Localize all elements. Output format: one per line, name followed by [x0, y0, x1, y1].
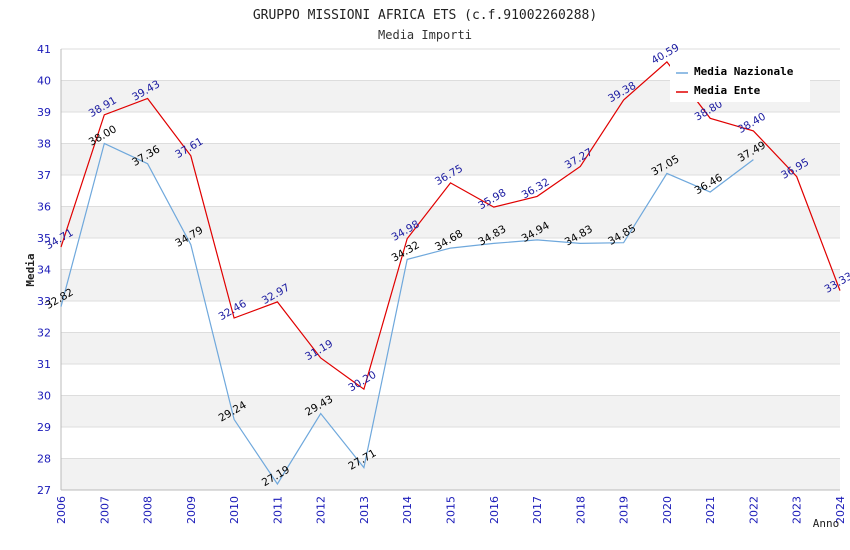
x-tick-label: 2009: [185, 496, 198, 524]
plot-band: [61, 143, 840, 175]
y-tick-label: 33: [37, 295, 51, 308]
gridlines: [60, 48, 840, 491]
x-tick-label: 2024: [834, 496, 847, 524]
x-tick-label: 2017: [531, 496, 544, 524]
y-tick-label: 39: [37, 106, 51, 119]
y-axis-label: Media: [24, 253, 37, 286]
x-tick-label: 2011: [271, 496, 284, 524]
series-line-media-ente: [60, 61, 841, 391]
x-tick-label: 2010: [228, 496, 241, 524]
x-axis-ticks: 2006 2007 2008 2009 2010 2011 2012 2013 2014 2015…: [55, 496, 847, 524]
x-tick-label: 2016: [488, 496, 501, 524]
plot-band: [61, 206, 840, 238]
x-tick-label: 2012: [315, 496, 328, 524]
plot-band: [61, 175, 840, 207]
y-tick-label: 38: [37, 138, 51, 151]
y-tick-label: 31: [37, 358, 51, 371]
y-axis-ticks: 27 28 29 30 31 32 33 34 35 36 37 38 39 40 41: [37, 43, 51, 497]
x-tick-label: 2021: [704, 496, 717, 524]
x-axis-label: Anno: [813, 517, 840, 530]
plot-background-bands: [61, 49, 840, 490]
legend-label-media-ente: Media Ente: [694, 84, 761, 97]
x-tick-label: 2015: [445, 496, 458, 524]
legend-box: [670, 60, 810, 102]
plot-band: [61, 332, 840, 364]
x-tick-label: 2014: [401, 496, 414, 524]
series-line-media-nazionale: [60, 142, 754, 486]
y-tick-label: 30: [37, 390, 51, 403]
y-tick-label: 35: [37, 232, 51, 245]
x-tick-label: 2019: [618, 496, 631, 524]
y-tick-label: 29: [37, 421, 51, 434]
y-tick-label: 41: [37, 43, 51, 56]
y-tick-label: 28: [37, 453, 51, 466]
y-tick-label: 36: [37, 201, 51, 214]
chart-title: GRUPPO MISSIONI AFRICA ETS (c.f.91002260…: [253, 8, 597, 23]
plot-band: [61, 395, 840, 427]
chart-subtitle: Media Importi: [378, 28, 472, 42]
plot-band: [61, 427, 840, 459]
y-tick-label: 32: [37, 327, 51, 340]
plot-band: [61, 301, 840, 333]
y-tick-label: 37: [37, 169, 51, 182]
x-tick-label: 2020: [661, 496, 674, 524]
x-tick-label: 2007: [98, 496, 111, 524]
y-tick-label: 40: [37, 75, 51, 88]
plot-band: [61, 238, 840, 270]
plot-band: [61, 364, 840, 396]
series-lines: [60, 61, 841, 486]
legend: Media Nazionale Media Ente: [670, 60, 810, 102]
y-tick-label: 34: [37, 264, 51, 277]
plot-band: [61, 269, 840, 301]
x-tick-label: 2006: [55, 496, 68, 524]
plot-band: [61, 112, 840, 144]
plot-band: [61, 458, 840, 490]
x-tick-label: 2018: [574, 496, 587, 524]
legend-label-media-nazionale: Media Nazionale: [694, 65, 794, 78]
x-tick-label: 2022: [747, 496, 760, 524]
y-tick-label: 27: [37, 484, 51, 497]
x-tick-label: 2023: [791, 496, 804, 524]
x-tick-label: 2013: [358, 496, 371, 524]
x-tick-label: 2008: [142, 496, 155, 524]
